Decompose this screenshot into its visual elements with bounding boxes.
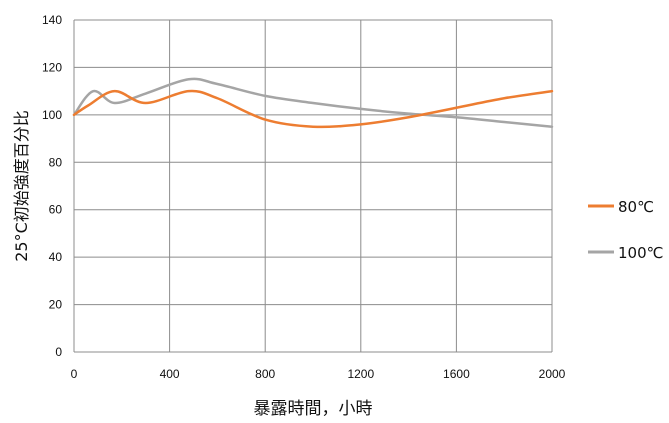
x-tick-label-2: 800 xyxy=(255,367,275,381)
x-axis-label: 暴露時間，小時 xyxy=(254,399,373,419)
legend: 80℃ 100℃ xyxy=(588,198,663,262)
x-tick-label-5: 2000 xyxy=(539,367,566,381)
series-line-1 xyxy=(72,77,554,128)
y-tick-label-7: 140 xyxy=(42,13,62,27)
x-tick-label-1: 400 xyxy=(160,367,180,381)
legend-label-0: 80℃ xyxy=(618,198,654,216)
x-tick-labels: 0 400 800 1200 1600 2000 xyxy=(71,367,566,381)
legend-label-1: 100℃ xyxy=(618,244,663,262)
y-tick-label-5: 100 xyxy=(42,108,62,122)
y-tick-label-6: 120 xyxy=(42,60,62,74)
y-tick-label-2: 40 xyxy=(49,250,63,264)
x-tick-label-0: 0 xyxy=(71,367,78,381)
y-tick-labels: 0 20 40 60 80 100 120 140 xyxy=(42,13,62,359)
series-line-0 xyxy=(72,89,554,129)
series-layer xyxy=(72,77,554,129)
x-tick-label-3: 1200 xyxy=(347,367,374,381)
grid xyxy=(73,19,553,353)
y-axis-label: 25°C初始強度百分比 xyxy=(12,110,31,262)
y-tick-label-1: 20 xyxy=(49,298,63,312)
y-tick-label-4: 80 xyxy=(49,155,63,169)
x-tick-label-4: 1600 xyxy=(443,367,470,381)
y-tick-label-0: 0 xyxy=(55,345,62,359)
y-tick-label-3: 60 xyxy=(49,203,63,217)
